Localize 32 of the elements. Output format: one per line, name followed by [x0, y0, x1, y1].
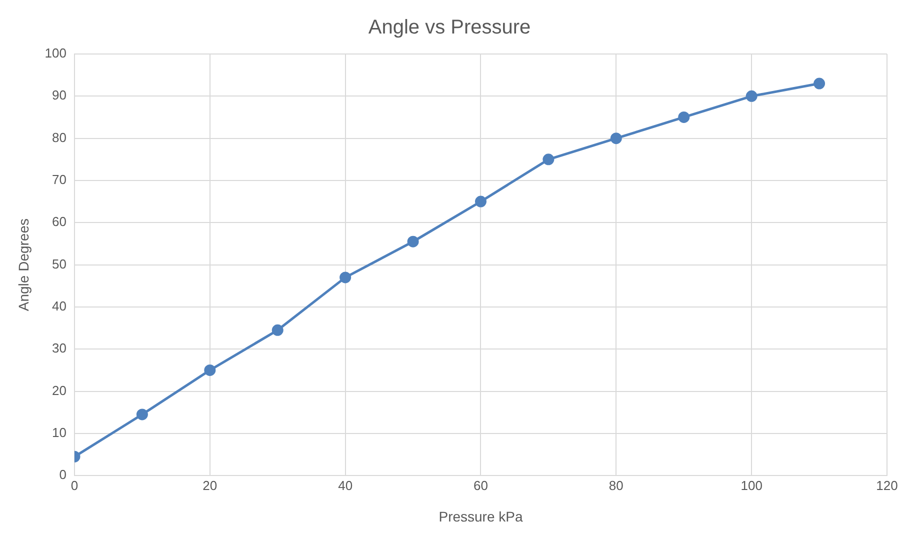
point	[746, 90, 758, 102]
y-tick-label: 30	[52, 340, 66, 356]
y-tick-label: 20	[52, 382, 66, 398]
y-axis-title: Angle Degrees	[15, 218, 32, 312]
chart-title: Angle vs Pressure	[368, 16, 531, 39]
point	[610, 132, 622, 144]
x-tick-label: 20	[202, 478, 218, 493]
x-axis-title: Pressure kPa	[438, 508, 523, 524]
y-tick-label: 10	[52, 425, 66, 440]
x-tick-label: 40	[338, 478, 353, 493]
point	[272, 324, 284, 336]
y-tick-label: 70	[52, 172, 66, 188]
point	[474, 196, 486, 208]
x-tick-label: 100	[740, 478, 762, 493]
point	[136, 408, 148, 420]
y-tick-label: 40	[52, 298, 66, 314]
x-tick-label: 60	[474, 478, 488, 493]
point	[204, 364, 216, 376]
y-tick-label: 90	[52, 88, 66, 103]
x-tick-label: 80	[608, 478, 624, 493]
y-tick-label: 80	[52, 130, 66, 145]
point	[542, 154, 554, 166]
x-tick-label: 120	[876, 478, 898, 493]
point	[814, 78, 826, 90]
y-tick-label: 60	[52, 214, 66, 230]
y-tick-label: 100	[44, 46, 66, 61]
y-tick-label: 0	[59, 467, 66, 482]
x-tick-label: 0	[70, 478, 78, 493]
y-tick-label: 50	[52, 256, 66, 272]
point	[340, 272, 352, 284]
point	[678, 111, 690, 123]
point	[407, 236, 419, 248]
